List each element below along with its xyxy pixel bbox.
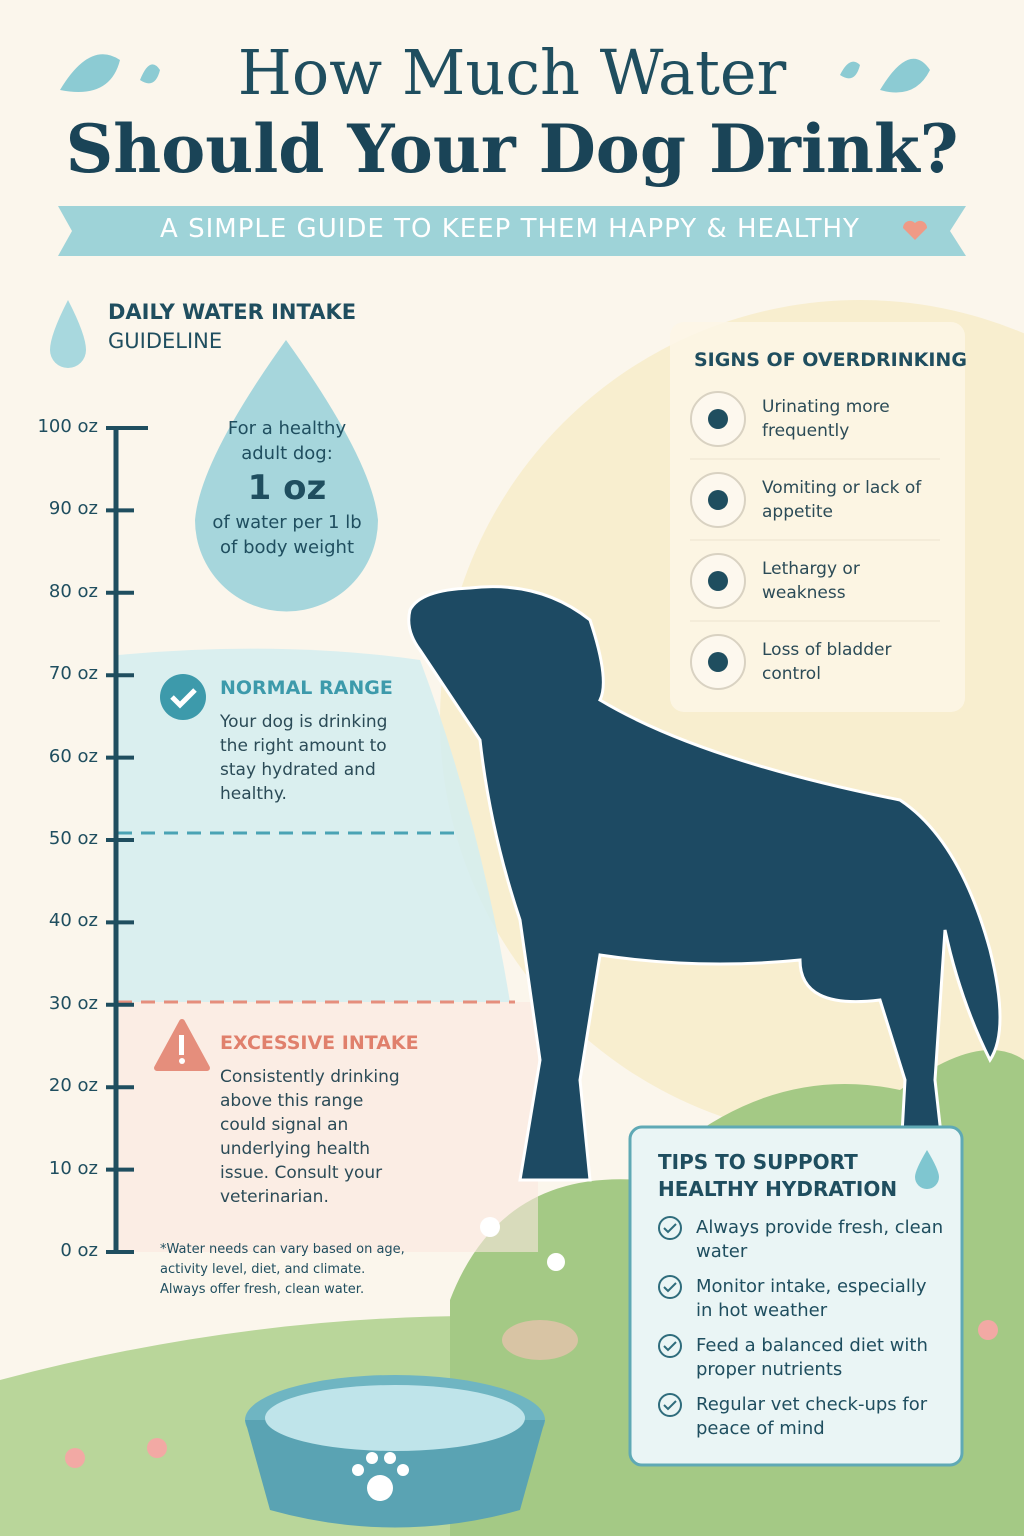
sign-text: Vomiting or lack of appetite [762, 478, 922, 522]
scale-label: 0 oz [60, 1240, 98, 1261]
tip-text: Monitor intake, especially in hot weathe… [696, 1276, 927, 1321]
scale-label: 80 oz [48, 580, 98, 602]
title-line-2: Should Your Dog Drink? [65, 110, 959, 188]
excessive-title: EXCESSIVE INTAKE [220, 1032, 419, 1054]
sign-icon-glyph [708, 652, 728, 672]
guideline-subheading: GUIDELINE [108, 329, 223, 353]
tip-check-mark [663, 1400, 677, 1411]
normal-range-text: Your dog is drinking the right amount to… [220, 712, 388, 804]
drop-intro: For a healthy adult dog: [227, 418, 347, 464]
scale-label: 30 oz [48, 992, 98, 1014]
tip-text: Always provide fresh, clean water [696, 1217, 944, 1262]
scale-label: 20 oz [48, 1075, 98, 1097]
tip-check [658, 1216, 682, 1240]
tip-check [658, 1393, 682, 1417]
tip-text: Feed a balanced diet with proper nutrien… [696, 1335, 928, 1380]
tip-text: Regular vet check-ups for peace of mind [696, 1394, 928, 1439]
tip-check-mark [663, 1223, 677, 1234]
subtitle: A SIMPLE GUIDE TO KEEP THEM HAPPY & HEAL… [160, 214, 860, 244]
tip-check-mark [663, 1341, 677, 1352]
scale-label: 40 oz [48, 910, 98, 932]
tip-check [658, 1275, 682, 1299]
scale-label: 100 oz [37, 416, 98, 437]
scale-label: 60 oz [48, 745, 98, 767]
tips-title: TIPS TO SUPPORT HEALTHY HYDRATION [658, 1150, 898, 1201]
sign-text: Lethargy or weakness [762, 559, 860, 603]
scale-label: 90 oz [48, 498, 98, 520]
sign-text: Urinating more frequently [762, 397, 890, 441]
scale-label: 70 oz [48, 663, 98, 685]
sign-icon-glyph [708, 490, 728, 510]
tip-check [658, 1334, 682, 1358]
excessive-text: Consistently drinking above this range c… [220, 1067, 400, 1207]
scale-label: 10 oz [48, 1157, 98, 1179]
footnote: *Water needs can vary based on age, acti… [160, 1242, 405, 1297]
normal-range-title: NORMAL RANGE [220, 677, 393, 699]
sign-text: Loss of bladder control [762, 640, 892, 684]
tip-check-mark [663, 1282, 677, 1293]
sign-icon-glyph [708, 571, 728, 591]
scale-label: 50 oz [48, 828, 98, 849]
title-line-1: How Much Water [237, 36, 787, 109]
drop-amount: 1 oz [247, 468, 327, 508]
drop-text: For a healthy adult dog: 1 oz of water p… [206, 416, 368, 560]
guideline-heading: DAILY WATER INTAKE [108, 300, 357, 324]
signs-title: SIGNS OF OVERDRINKING [694, 349, 967, 371]
drop-detail: of water per 1 lb of body weight [212, 512, 362, 558]
sign-icon-glyph [708, 409, 728, 429]
